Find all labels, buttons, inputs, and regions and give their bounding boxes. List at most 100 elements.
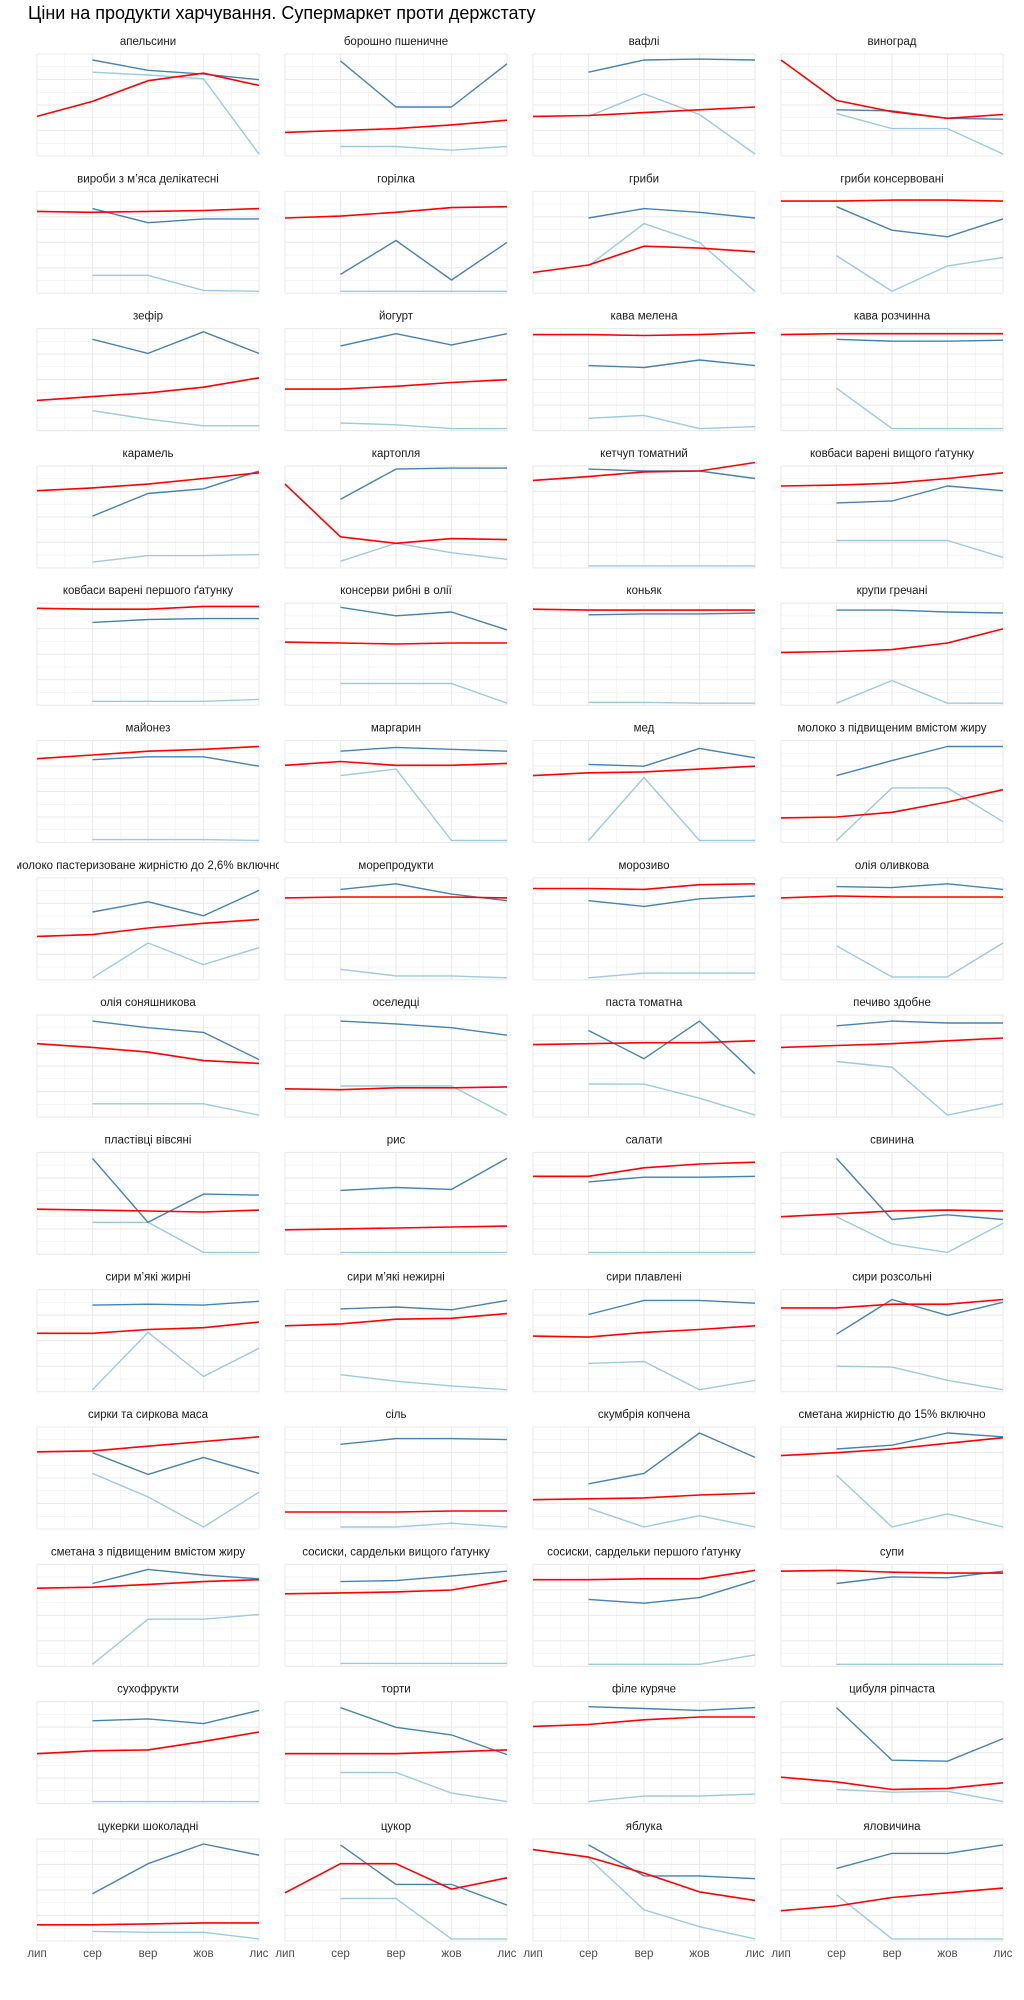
series-line bbox=[532, 1325, 756, 1338]
series-line bbox=[37, 1321, 260, 1335]
series-line bbox=[587, 776, 755, 842]
series-line bbox=[284, 119, 508, 134]
facet-panel: кава мелена bbox=[532, 311, 756, 432]
facet-panel: сири м’які нежирні bbox=[284, 1272, 508, 1393]
series-line bbox=[588, 1083, 756, 1116]
facet-panel: сири плавлені bbox=[532, 1272, 756, 1393]
series-line bbox=[780, 1887, 1004, 1912]
facet-title: вироби з м’яса делікатесні bbox=[77, 173, 219, 185]
series-line bbox=[780, 1436, 1004, 1457]
series-line bbox=[836, 1844, 1004, 1870]
x-tick-label: вер bbox=[883, 1948, 902, 1960]
series-line bbox=[340, 542, 508, 562]
series-line bbox=[588, 222, 756, 292]
facet-panel: картопля bbox=[284, 448, 508, 569]
facet-title: маргарин bbox=[371, 723, 421, 735]
series-line bbox=[340, 333, 508, 347]
series-line bbox=[284, 483, 508, 545]
x-tick-label: жов bbox=[937, 1948, 957, 1960]
series-line bbox=[92, 410, 259, 427]
facet-panel: горілка bbox=[284, 173, 508, 294]
facet-title: зефір bbox=[133, 311, 163, 323]
facet-title: супи bbox=[880, 1546, 904, 1558]
facet-title: апельсини bbox=[120, 36, 176, 48]
x-tick-label: лис bbox=[498, 1948, 517, 1960]
facet-title: печиво здобне bbox=[853, 997, 931, 1009]
series-line bbox=[836, 609, 1004, 614]
x-tick-label: лип bbox=[523, 1948, 542, 1960]
facet-panel: майонез bbox=[36, 723, 260, 844]
series-line bbox=[92, 331, 260, 355]
facet-panel: консерви рибні в олії bbox=[284, 585, 508, 706]
series-line bbox=[340, 1522, 508, 1528]
series-line bbox=[36, 1436, 260, 1453]
series-line bbox=[340, 467, 507, 500]
series-line bbox=[532, 1848, 756, 1902]
series-line bbox=[588, 701, 755, 704]
series-line bbox=[588, 1654, 756, 1666]
series-line bbox=[91, 1157, 260, 1224]
series-line bbox=[340, 968, 508, 979]
facet-panel: яблука bbox=[532, 1821, 756, 1942]
facet-panel: маргарин bbox=[284, 723, 508, 844]
facet-panel: гриби bbox=[532, 173, 756, 294]
series-line bbox=[588, 359, 756, 369]
series-line bbox=[36, 207, 260, 214]
facet-panel: гриби консервовані bbox=[780, 173, 1004, 294]
series-line bbox=[588, 972, 755, 979]
facet-panel: ковбаси варені вищого ґатунку bbox=[780, 448, 1004, 569]
facet-panel: яловичина bbox=[780, 1821, 1004, 1942]
facet-title: картопля bbox=[372, 448, 421, 460]
facet-title: горілка bbox=[377, 173, 415, 185]
facet-title: філе куряче bbox=[612, 1684, 676, 1696]
series-line bbox=[36, 472, 260, 492]
series-line bbox=[588, 895, 756, 908]
facet-title: сири м’які жирні bbox=[105, 1272, 190, 1284]
series-line bbox=[284, 1312, 508, 1327]
facet-panel: морепродукти bbox=[284, 860, 508, 981]
facet-title: сметана з підвищеним вмістом жиру bbox=[51, 1546, 245, 1558]
facet-title: гриби консервовані bbox=[840, 173, 943, 185]
series-line bbox=[588, 1175, 756, 1183]
facet-title: молоко пастеризоване жирністю до 2,6% вк… bbox=[14, 860, 282, 872]
series-line bbox=[533, 1161, 756, 1178]
series-line bbox=[340, 422, 507, 430]
facet-title: сири м’які нежирні bbox=[347, 1272, 445, 1284]
series-line bbox=[532, 106, 756, 118]
series-line bbox=[92, 1843, 260, 1895]
series-line bbox=[780, 332, 1003, 336]
facet-title: цибуля ріпчаста bbox=[849, 1684, 935, 1696]
facet-panel: оселедці bbox=[284, 997, 508, 1118]
series-line bbox=[340, 1299, 508, 1311]
series-line bbox=[588, 93, 756, 155]
series-line bbox=[588, 1857, 756, 1940]
facet-panel: кетчуп томатний bbox=[532, 448, 756, 569]
facet-title: борошно пшеничне bbox=[344, 36, 448, 48]
series-line bbox=[836, 679, 1003, 704]
series-line bbox=[92, 698, 260, 702]
series-line bbox=[340, 1437, 508, 1445]
facet-title: яблука bbox=[626, 1821, 663, 1833]
series-line bbox=[340, 768, 507, 842]
series-line bbox=[780, 1209, 1004, 1218]
series-line bbox=[588, 1299, 756, 1316]
facet-panel: сметана жирністю до 15% включно bbox=[780, 1409, 1004, 1530]
facet-panel: виноград bbox=[780, 36, 1004, 157]
series-line bbox=[836, 539, 1004, 559]
series-line bbox=[836, 745, 1003, 777]
facet-title: крупи гречані bbox=[857, 585, 928, 597]
facet-panel: кава розчинна bbox=[780, 311, 1004, 432]
series-line bbox=[780, 1776, 1004, 1791]
facet-panel: сметана з підвищеним вмістом жиру bbox=[36, 1546, 260, 1667]
facet-title: рис bbox=[387, 1134, 406, 1146]
series-line bbox=[36, 1208, 260, 1213]
series-line bbox=[780, 1569, 1003, 1574]
facet-title: молоко з підвищеним вмістом жиру bbox=[797, 723, 986, 735]
series-line bbox=[37, 1922, 259, 1926]
series-line bbox=[532, 461, 756, 482]
series-line bbox=[340, 746, 508, 752]
series-line bbox=[836, 485, 1004, 504]
series-line bbox=[36, 1731, 260, 1755]
series-line bbox=[835, 1157, 1004, 1221]
